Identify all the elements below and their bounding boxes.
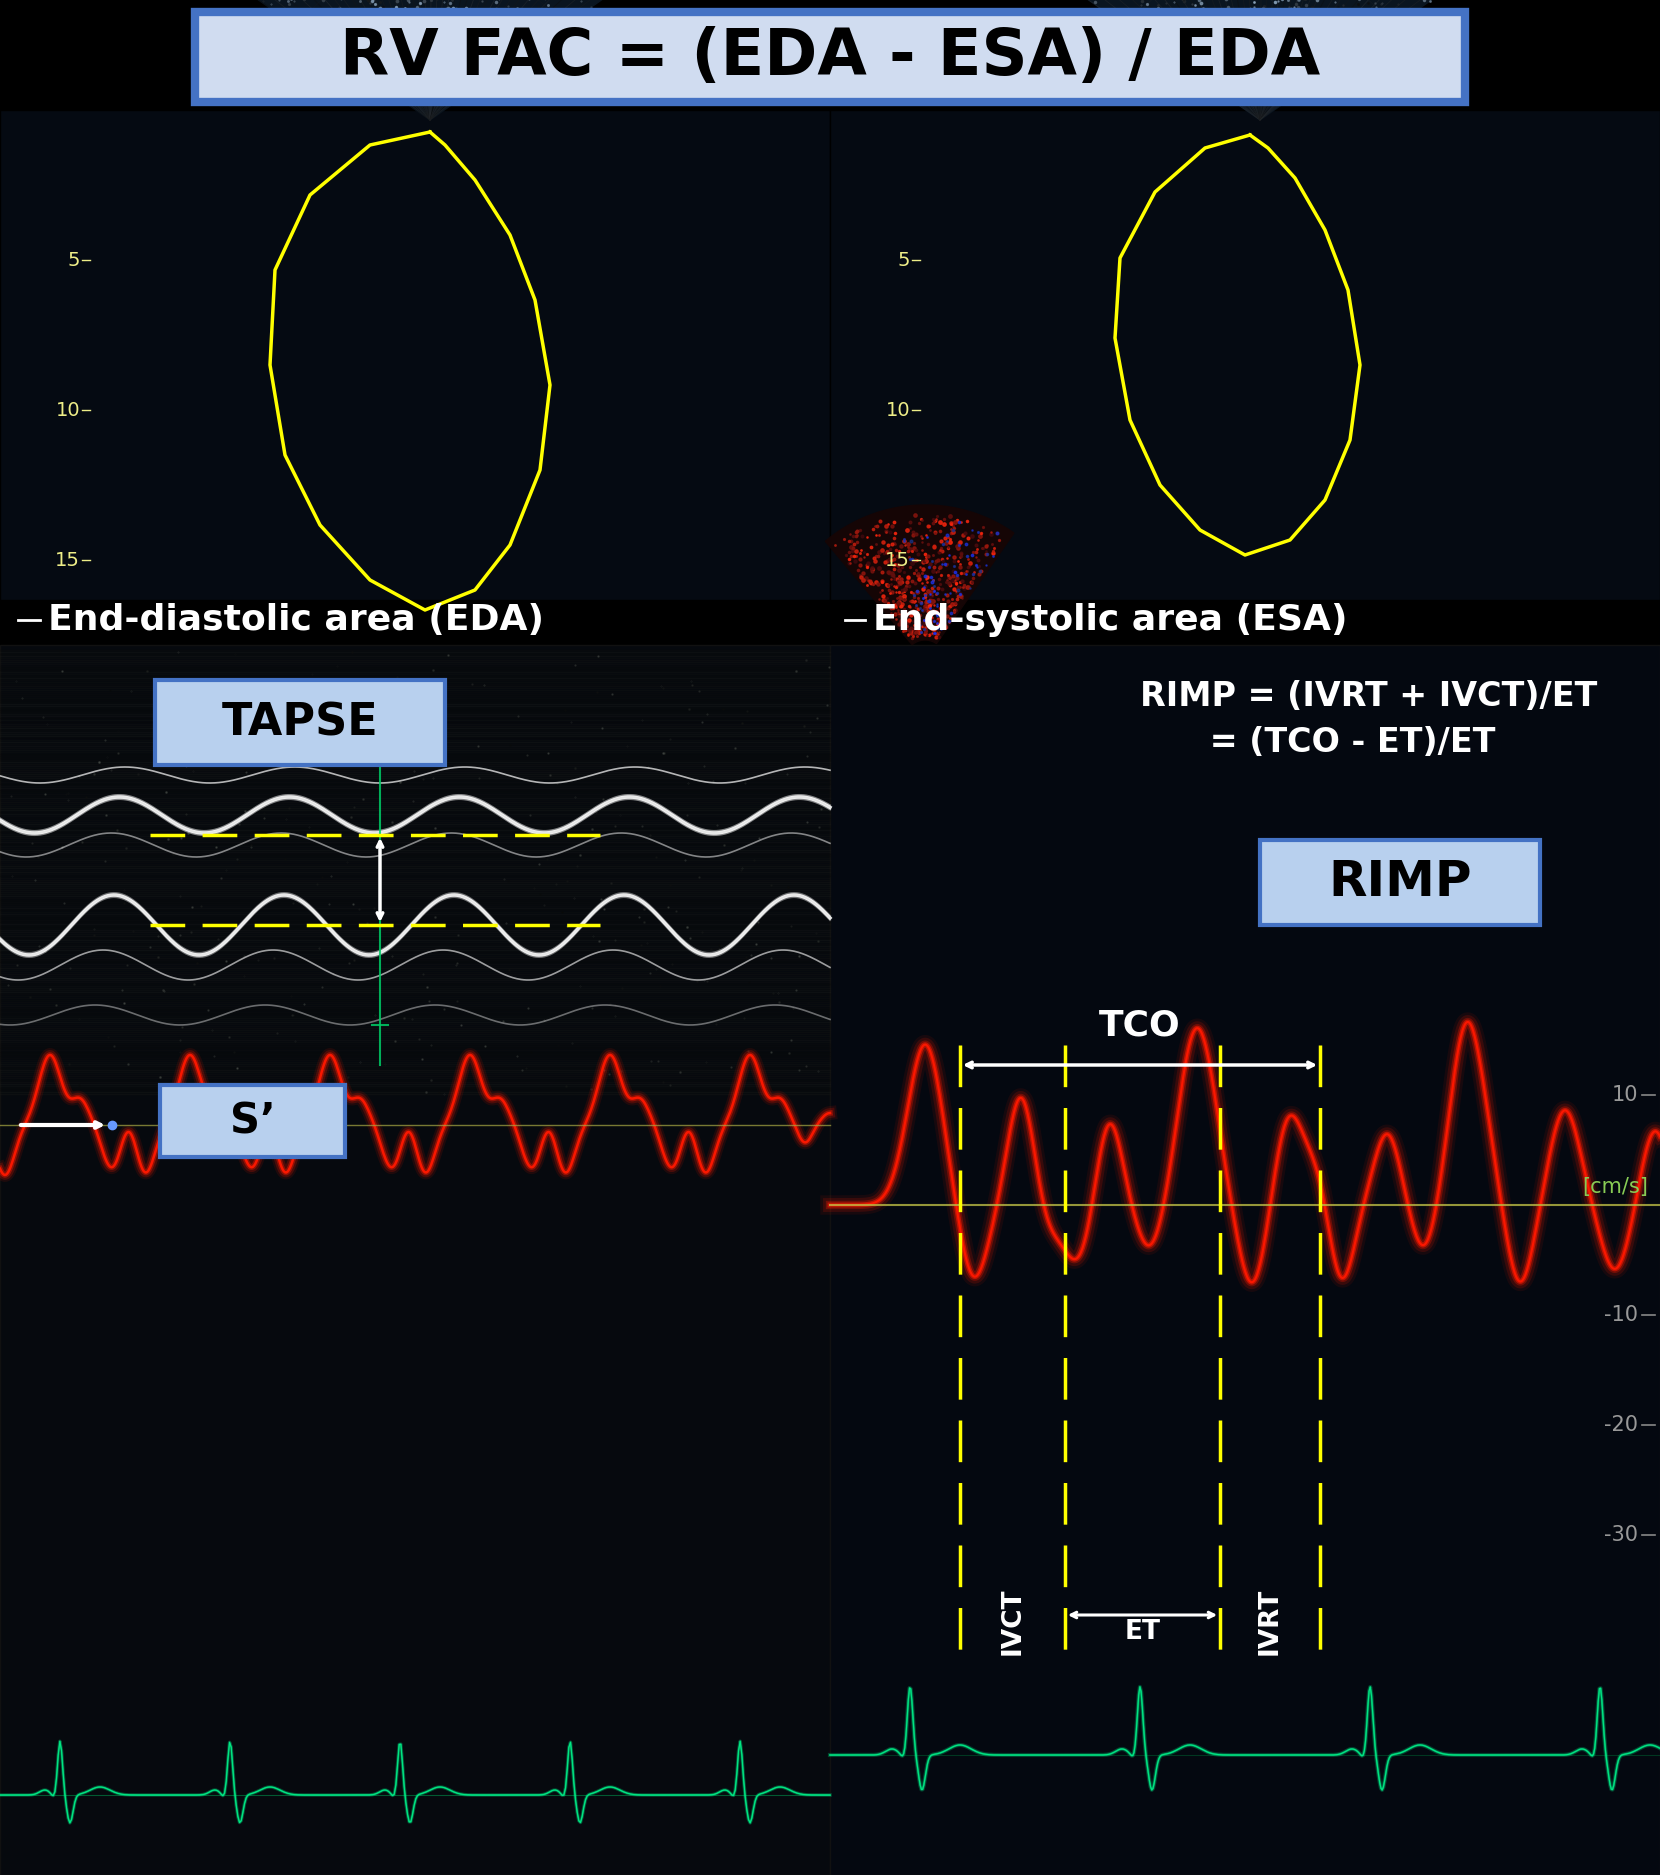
Text: TCO: TCO [1099,1009,1180,1043]
Text: End-diastolic area (EDA): End-diastolic area (EDA) [48,604,544,638]
Text: -20: -20 [1604,1416,1638,1434]
Text: 5: 5 [898,251,910,270]
Text: -30: -30 [1604,1524,1638,1545]
Polygon shape [802,0,1660,120]
Text: 10: 10 [55,401,80,420]
Text: 5: 5 [68,251,80,270]
Polygon shape [0,0,888,120]
FancyBboxPatch shape [830,645,1660,1875]
Text: RV FAC = (EDA - ESA) / EDA: RV FAC = (EDA - ESA) / EDA [340,26,1320,88]
Text: IVRT: IVRT [1257,1588,1283,1656]
Text: 10: 10 [1612,1086,1638,1104]
Text: ET: ET [1124,1618,1160,1644]
FancyBboxPatch shape [0,111,830,600]
FancyBboxPatch shape [194,11,1466,101]
FancyBboxPatch shape [830,111,1660,600]
FancyBboxPatch shape [0,645,830,1875]
Text: RIMP: RIMP [1328,859,1472,906]
FancyBboxPatch shape [154,681,445,765]
Text: S’: S’ [229,1101,276,1142]
Text: 15: 15 [885,551,910,570]
Polygon shape [825,504,1014,645]
Text: RIMP = (IVRT + IVCT)/ET
      = (TCO - ET)/ET: RIMP = (IVRT + IVCT)/ET = (TCO - ET)/ET [1140,681,1597,759]
Text: IVCT: IVCT [999,1588,1026,1656]
Text: 10: 10 [885,401,910,420]
FancyBboxPatch shape [159,1086,345,1157]
FancyBboxPatch shape [1260,840,1540,924]
Text: TAPSE: TAPSE [222,701,378,744]
Text: -10: -10 [1604,1305,1638,1326]
Text: [cm/s]: [cm/s] [1582,1178,1648,1196]
Text: End-systolic area (ESA): End-systolic area (ESA) [873,604,1348,638]
Text: 15: 15 [55,551,80,570]
